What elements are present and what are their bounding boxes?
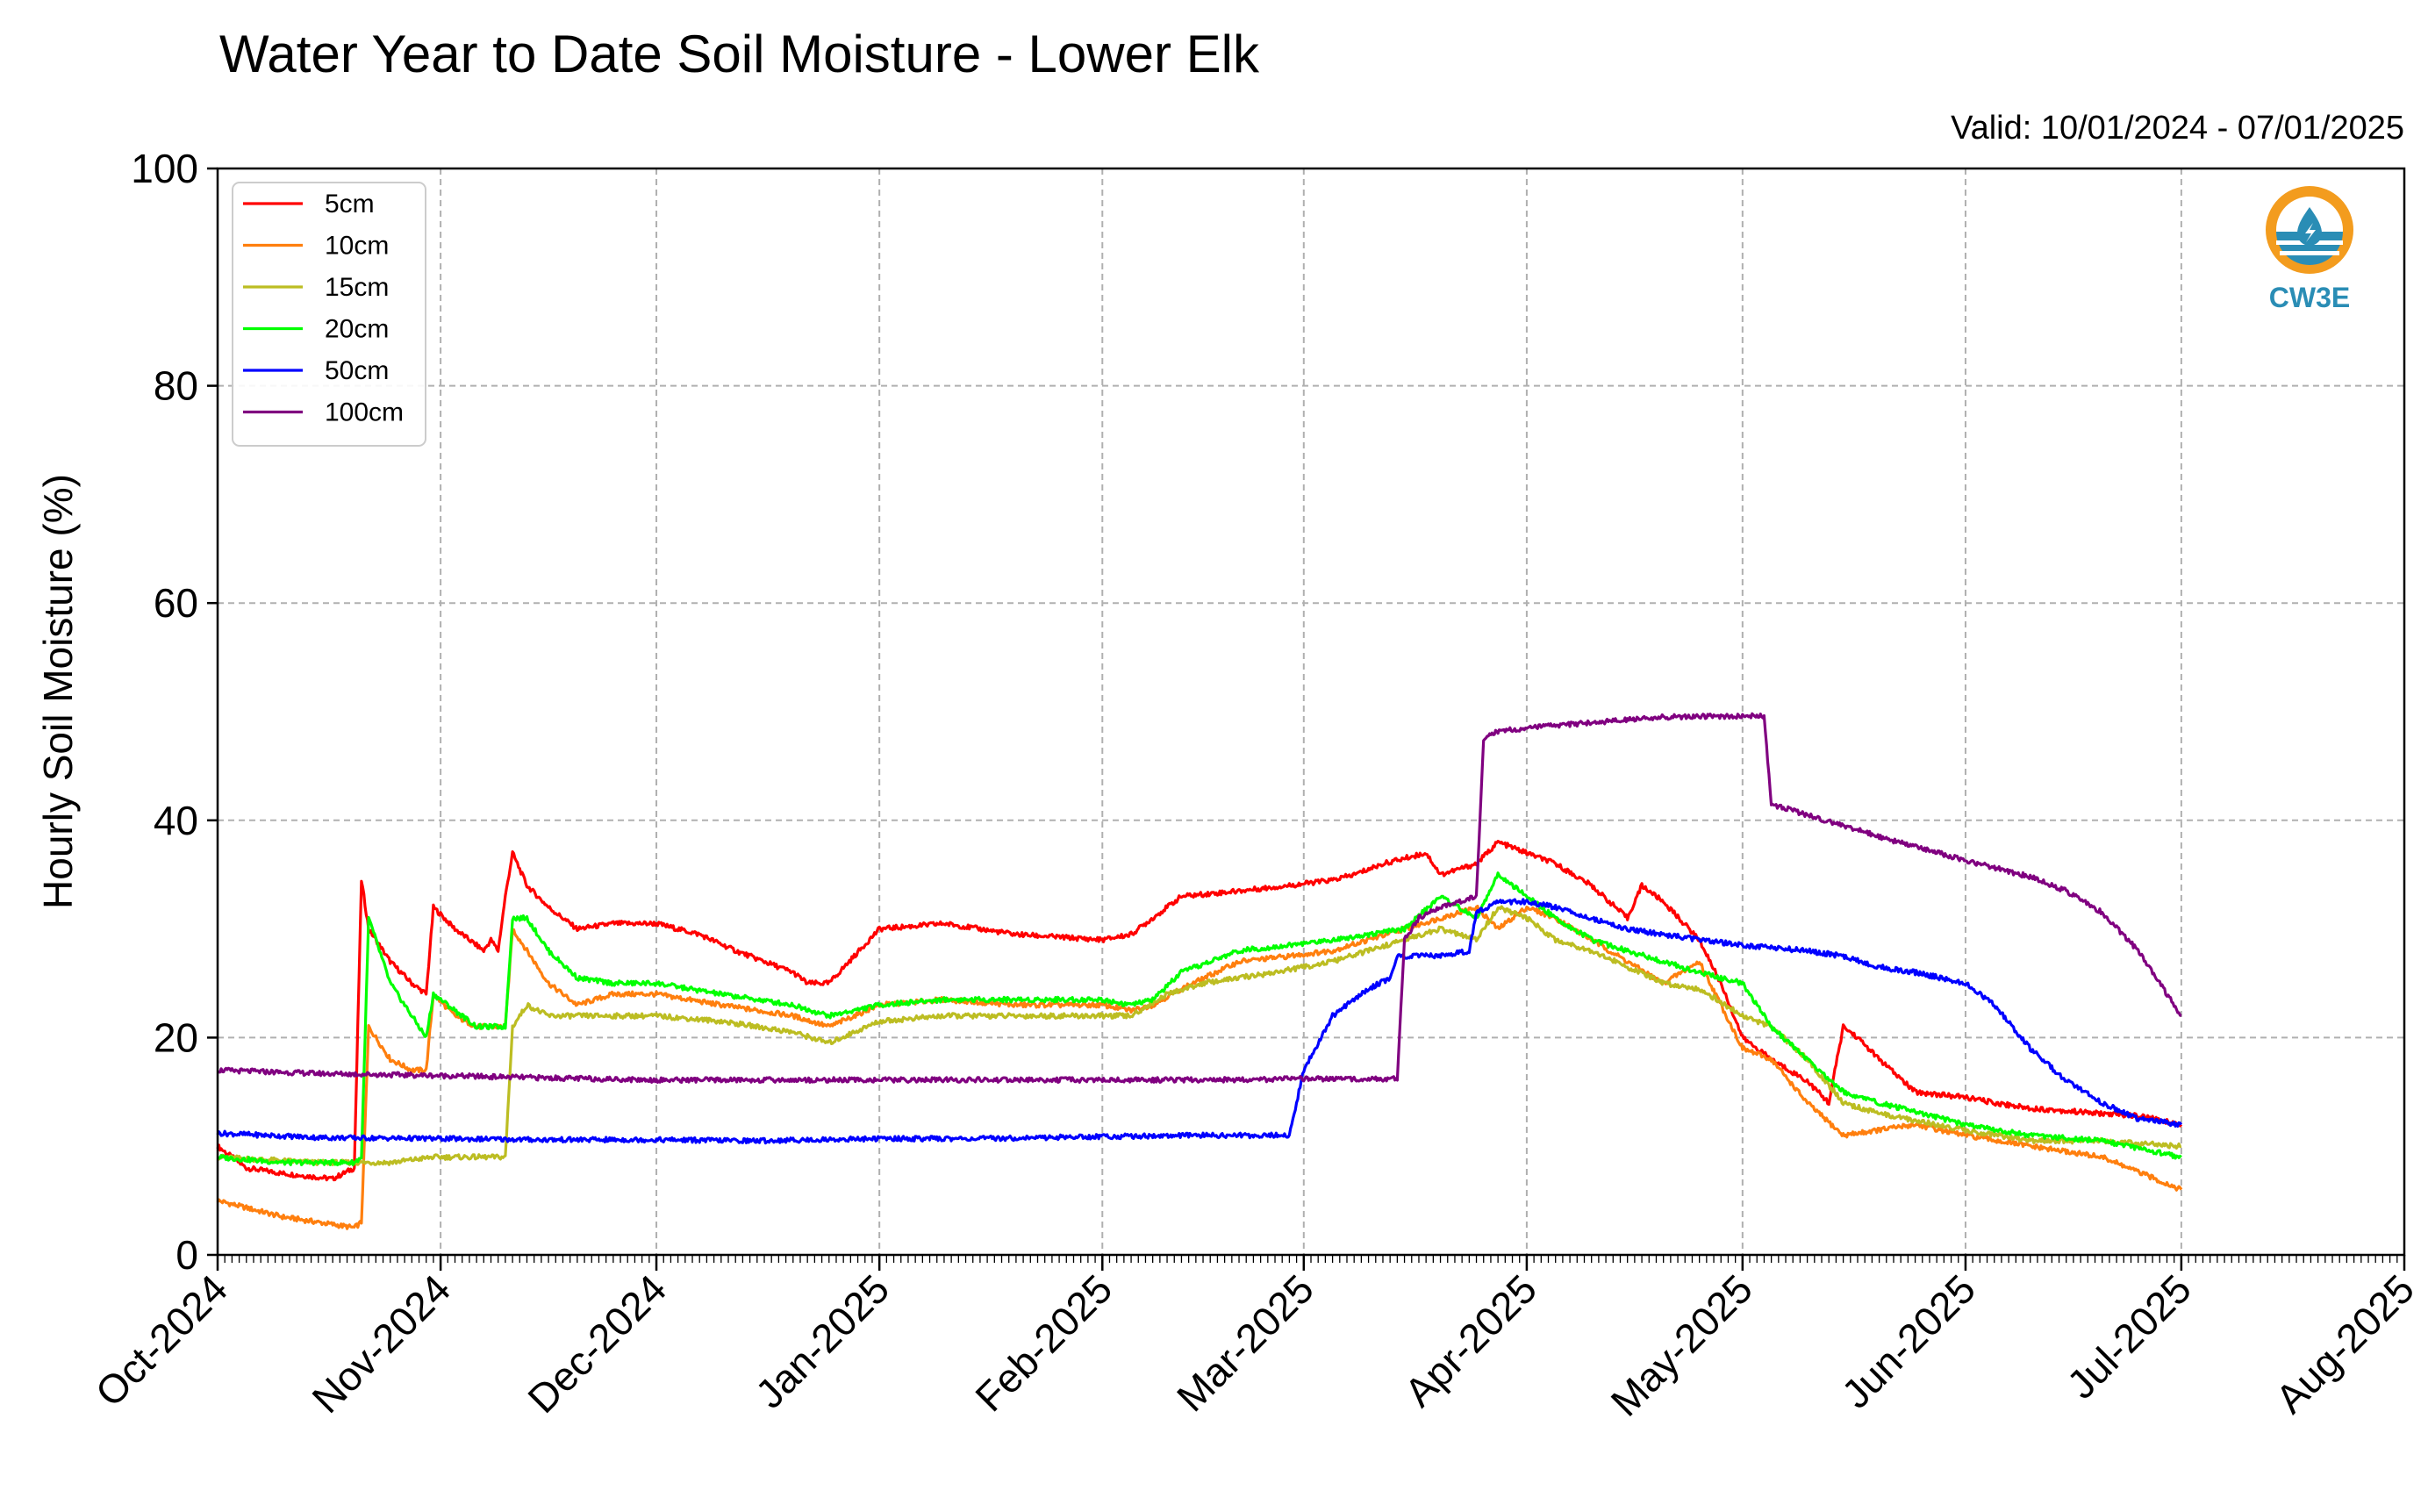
y-tick-label: 0 bbox=[175, 1232, 198, 1278]
logo-text: CW3E bbox=[2269, 282, 2350, 313]
series-line-100cm bbox=[217, 712, 2182, 1084]
legend-label: 5cm bbox=[325, 190, 375, 219]
axes bbox=[207, 167, 2406, 1271]
x-tick-label: Feb-2025 bbox=[966, 1265, 1121, 1420]
x-tick-label: Oct-2024 bbox=[87, 1265, 237, 1415]
legend-label: 10cm bbox=[325, 232, 389, 261]
chart-title: Water Year to Date Soil Moisture - Lower… bbox=[219, 25, 1260, 83]
x-tick-label: Nov-2024 bbox=[303, 1265, 459, 1422]
legend-label: 100cm bbox=[325, 398, 404, 427]
y-axis-label: Hourly Soil Moisture (%) bbox=[35, 474, 81, 909]
series-line-50cm bbox=[216, 898, 2183, 1145]
series-line-5cm bbox=[216, 840, 2183, 1182]
x-tick-label: May-2025 bbox=[1601, 1265, 1760, 1424]
x-tick-labels: Oct-2024 Nov-2024 Dec-2024 Jan-2025 Feb-2025… bbox=[87, 1265, 2424, 1424]
cw3e-logo: CW3E bbox=[2266, 186, 2353, 313]
y-tick-label: 20 bbox=[154, 1014, 198, 1060]
valid-date-range: Valid: 10/01/2024 - 07/01/2025 bbox=[1951, 110, 2404, 147]
series-line-15cm bbox=[217, 905, 2182, 1166]
series-line-10cm bbox=[216, 905, 2183, 1230]
legend-label: 50cm bbox=[325, 356, 389, 385]
legend-label: 15cm bbox=[325, 273, 389, 302]
series-lines bbox=[216, 712, 2183, 1230]
logo-wave-icon bbox=[2276, 232, 2343, 265]
plot-frame bbox=[216, 167, 2406, 1257]
y-tick-label: 60 bbox=[154, 580, 198, 626]
logo-drop-icon bbox=[2297, 207, 2322, 246]
legend-label: 20cm bbox=[325, 315, 389, 344]
y-tick-label: 40 bbox=[154, 798, 198, 843]
x-tick-label: Mar-2025 bbox=[1168, 1265, 1322, 1420]
grid-lines bbox=[218, 168, 2404, 1255]
series-line-20cm bbox=[217, 871, 2182, 1167]
y-tick-labels: 0 20 40 60 80 100 bbox=[131, 146, 198, 1278]
x-tick-label: Jan-2025 bbox=[747, 1265, 898, 1416]
x-tick-label: Apr-2025 bbox=[1395, 1265, 1545, 1415]
y-tick-label: 100 bbox=[131, 146, 198, 191]
legend-box bbox=[232, 182, 426, 447]
x-tick-label: Jul-2025 bbox=[2058, 1265, 2200, 1408]
x-tick-label: Aug-2025 bbox=[2267, 1265, 2423, 1422]
legend: 5cm 10cm 15cm 20cm 50cm 100cm bbox=[232, 182, 426, 447]
y-tick-label: 80 bbox=[154, 363, 198, 409]
x-tick-label: Jun-2025 bbox=[1833, 1265, 1984, 1416]
x-tick-label: Dec-2024 bbox=[519, 1265, 675, 1422]
